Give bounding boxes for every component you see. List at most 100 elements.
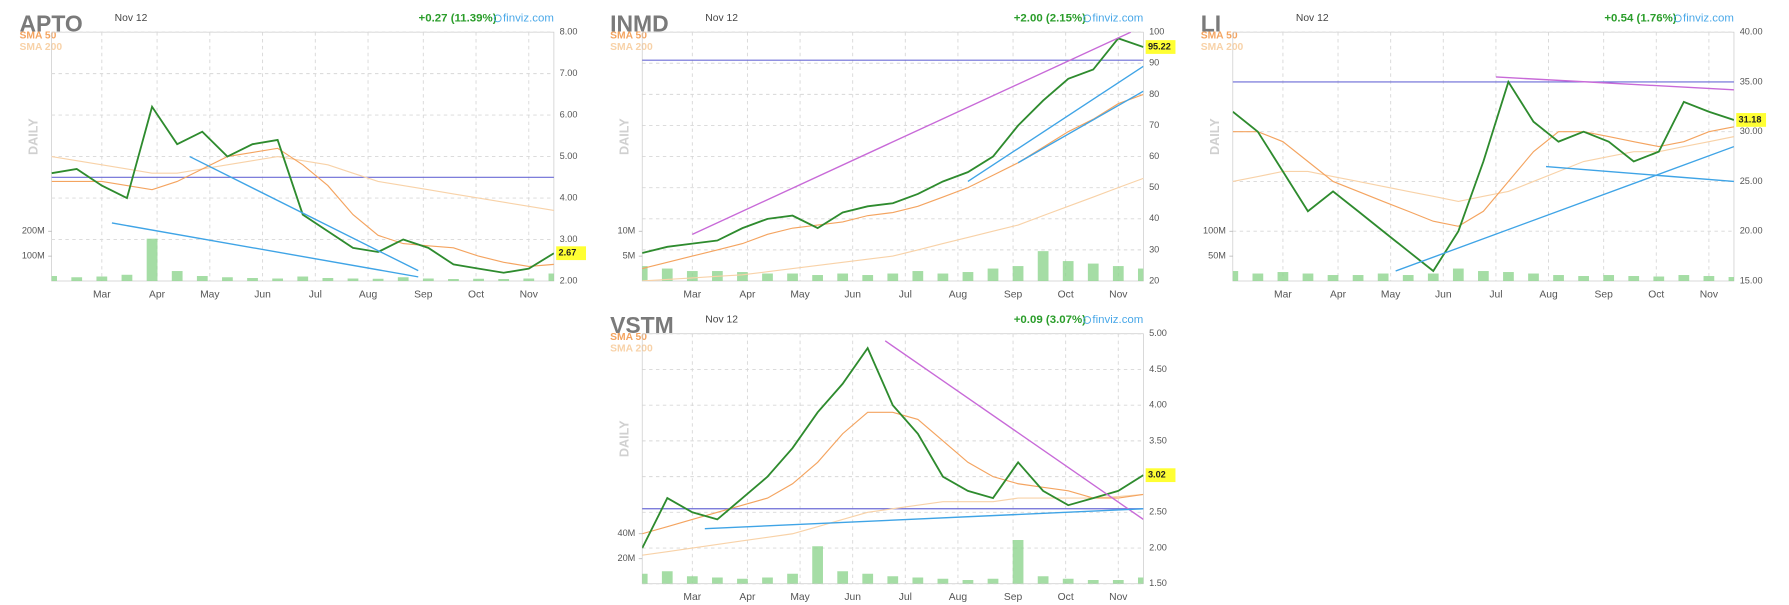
volume-bar — [473, 278, 484, 281]
volume-bar — [1728, 277, 1734, 281]
volume-bar — [1478, 271, 1489, 281]
y-tick-label: 30.00 — [1740, 126, 1763, 136]
volume-bar — [762, 577, 773, 584]
source-icon — [493, 14, 502, 23]
y-tick-label: 20.00 — [1740, 226, 1763, 236]
volume-bar — [1578, 276, 1589, 281]
volume-bar — [1062, 578, 1074, 584]
x-tick-label: Oct — [468, 289, 484, 300]
volume-bar — [1112, 580, 1124, 584]
x-tick-label: Apr — [1330, 289, 1347, 300]
volume-bar — [272, 278, 284, 281]
price-label-box — [556, 246, 587, 261]
y-tick-label: 50 — [1149, 182, 1159, 192]
price-label: 2.67 — [558, 248, 576, 258]
trend-line — [1545, 165, 1734, 183]
y-tick-label: 60 — [1149, 151, 1159, 161]
volume-bar — [686, 576, 698, 584]
y-tick-label: 3.00 — [560, 234, 578, 244]
volume-bar — [642, 266, 648, 281]
volume-bar — [96, 276, 108, 281]
volume-bar — [1327, 275, 1339, 281]
y-tick-label: 6.00 — [560, 110, 578, 120]
sma-line — [51, 147, 554, 268]
volume-bar — [1452, 268, 1464, 281]
x-tick-label: Sep — [1004, 592, 1023, 603]
y-axis-label: DAILY — [27, 118, 41, 155]
volume-bar — [787, 573, 798, 584]
price-line — [51, 104, 554, 274]
x-tick-label: Jun — [254, 289, 271, 300]
sma-line — [1232, 126, 1734, 227]
trend-line — [1495, 76, 1734, 91]
volume-bar — [1232, 271, 1239, 281]
volume-bar — [1678, 275, 1690, 281]
x-tick-label: Nov — [1109, 592, 1128, 603]
x-tick-label: Nov — [520, 289, 539, 300]
source-label: finviz.com — [1683, 12, 1734, 24]
x-tick-label: Jun — [844, 289, 861, 300]
price-line — [1232, 79, 1734, 273]
volume-bar — [837, 571, 849, 584]
volume-bar — [1012, 540, 1024, 584]
volume-bar — [642, 573, 648, 584]
change-label: +2.00 (2.15%) — [1014, 12, 1086, 24]
sma-line — [642, 177, 1144, 281]
x-tick-label: Oct — [1648, 289, 1664, 300]
price-label-box — [1736, 113, 1767, 127]
volume-bar — [222, 277, 233, 281]
volume-bar — [812, 546, 823, 584]
y-tick-label: 3.50 — [1149, 435, 1167, 445]
y-tick-label: 2.50 — [1149, 507, 1167, 517]
x-tick-label: Sep — [1004, 289, 1023, 300]
volume-bar — [1137, 577, 1144, 584]
volume-bar — [1603, 275, 1615, 281]
volume-bar — [887, 273, 899, 281]
y-tick-label: 15.00 — [1740, 275, 1763, 285]
volume-bar — [171, 271, 183, 281]
trend-line — [189, 155, 419, 272]
volume-bar — [762, 273, 773, 281]
x-tick-label: May — [1381, 289, 1401, 300]
volume-bar — [51, 276, 57, 281]
volume-bar — [1037, 251, 1049, 281]
volume-bar — [1012, 266, 1024, 281]
source-icon — [1083, 14, 1092, 23]
y-tick-label: 4.00 — [560, 192, 578, 202]
legend-entry: SMA 200 — [19, 42, 62, 53]
volume-bar — [297, 276, 309, 281]
x-tick-label: Mar — [1274, 289, 1292, 300]
volume-bar — [862, 573, 874, 584]
x-tick-label: Apr — [739, 289, 756, 300]
legend-entry: SMA 50 — [19, 30, 56, 41]
volume-bar — [448, 279, 459, 281]
volume-bar — [661, 571, 673, 584]
x-tick-label: Nov — [1700, 289, 1719, 300]
y-tick-label: 35.00 — [1740, 76, 1763, 86]
y-tick-label: 20 — [1149, 275, 1159, 285]
volume-tick-label: 100M — [22, 251, 45, 261]
price-label-box — [1145, 40, 1176, 54]
x-tick-label: Jun — [844, 592, 861, 603]
volume-bar — [71, 277, 83, 281]
volume-bar — [912, 577, 924, 584]
x-tick-label: Jul — [1489, 289, 1502, 300]
y-tick-label: 5.00 — [1149, 328, 1167, 338]
volume-bar — [686, 271, 698, 281]
plot-frame — [641, 333, 1144, 585]
volume-bar — [887, 576, 899, 584]
y-axis-label: DAILY — [617, 118, 631, 155]
volume-bar — [1553, 275, 1564, 281]
source-label: finviz.com — [1092, 314, 1143, 326]
date-label: Nov 12 — [705, 315, 738, 326]
volume-bar — [862, 275, 874, 281]
sma-line — [642, 93, 1144, 270]
volume-bar — [1402, 275, 1414, 281]
source-label: finviz.com — [1092, 12, 1143, 24]
volume-tick-label: 50M — [1208, 251, 1226, 261]
volume-bar — [787, 273, 798, 281]
source-icon — [1083, 316, 1092, 324]
y-axis-label: DAILY — [617, 420, 631, 457]
x-tick-label: May — [790, 289, 810, 300]
volume-bar — [322, 278, 334, 281]
